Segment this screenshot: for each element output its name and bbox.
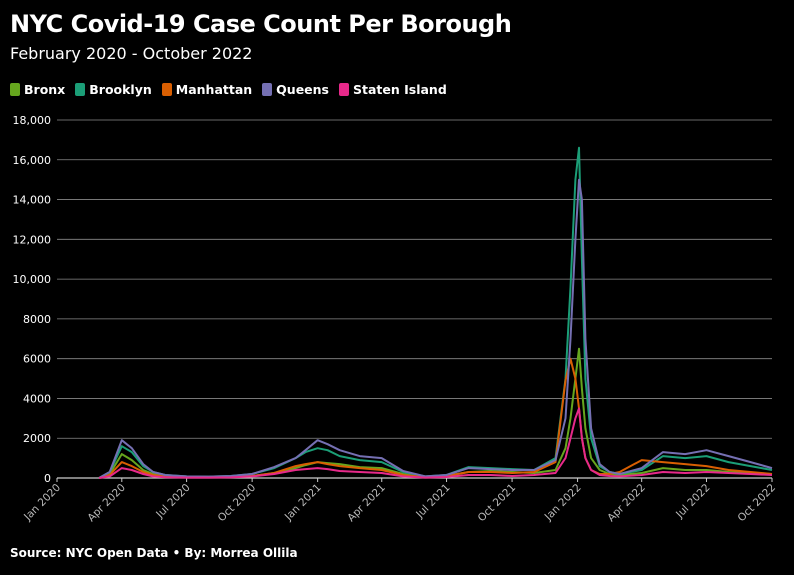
legend-label: Queens — [276, 82, 329, 97]
y-tick-label: 18,000 — [13, 114, 52, 127]
legend-item-queens: Queens — [262, 82, 329, 97]
legend-swatch — [161, 83, 172, 96]
y-tick-label: 14,000 — [13, 194, 52, 207]
x-tick-label: Jan 2021 — [282, 482, 324, 524]
chart-subtitle: February 2020 - October 2022 — [10, 44, 253, 63]
x-tick-label: Jul 2021 — [413, 482, 452, 521]
x-tick-label: Oct 2022 — [736, 482, 779, 525]
legend-label: Brooklyn — [89, 82, 152, 97]
legend-item-brooklyn: Brooklyn — [75, 82, 152, 97]
x-tick-label: Jan 2020 — [21, 482, 63, 524]
y-tick-label: 6000 — [23, 353, 51, 366]
y-tick-label: 4000 — [23, 392, 51, 405]
series-line-brooklyn — [98, 146, 773, 479]
x-tick-label: Apr 2020 — [85, 482, 128, 525]
series-line-staten-island — [98, 407, 773, 479]
legend-swatch — [10, 83, 20, 96]
x-tick-label: Oct 2020 — [216, 482, 259, 525]
y-tick-label: 10,000 — [13, 273, 52, 286]
legend-item-staten-island: Staten Island — [339, 82, 447, 97]
y-tick-label: 12,000 — [13, 233, 52, 246]
y-tick-label: 16,000 — [13, 154, 52, 167]
legend-label: Bronx — [24, 82, 66, 97]
y-tick-label: 2000 — [23, 432, 51, 445]
y-tick-label: 0 — [44, 472, 51, 485]
x-tick-label: Oct 2021 — [476, 482, 519, 525]
x-tick-label: Apr 2022 — [605, 482, 648, 525]
legend-label: Manhattan — [175, 82, 253, 97]
y-tick-label: 8000 — [23, 313, 51, 326]
x-tick-label: Jul 2020 — [153, 482, 192, 521]
series-line-bronx — [98, 347, 773, 479]
series-line-queens — [98, 178, 773, 479]
legend-label: Staten Island — [353, 82, 447, 97]
x-tick-label: Apr 2021 — [345, 482, 388, 525]
legend: Bronx Brooklyn Manhattan Queens Staten Islan… — [10, 82, 447, 97]
series-line-manhattan — [98, 357, 773, 479]
legend-item-bronx: Bronx — [10, 82, 65, 97]
legend-item-manhattan: Manhattan — [161, 82, 253, 97]
legend-swatch — [262, 83, 273, 96]
x-tick-label: Jul 2022 — [673, 482, 712, 521]
x-tick-label: Jan 2022 — [542, 482, 584, 524]
chart-title: NYC Covid-19 Case Count Per Borough — [10, 10, 512, 38]
source-note: Source: NYC Open Data • By: Morrea Ollil… — [10, 546, 298, 560]
legend-swatch — [339, 83, 349, 96]
legend-swatch — [75, 83, 86, 96]
